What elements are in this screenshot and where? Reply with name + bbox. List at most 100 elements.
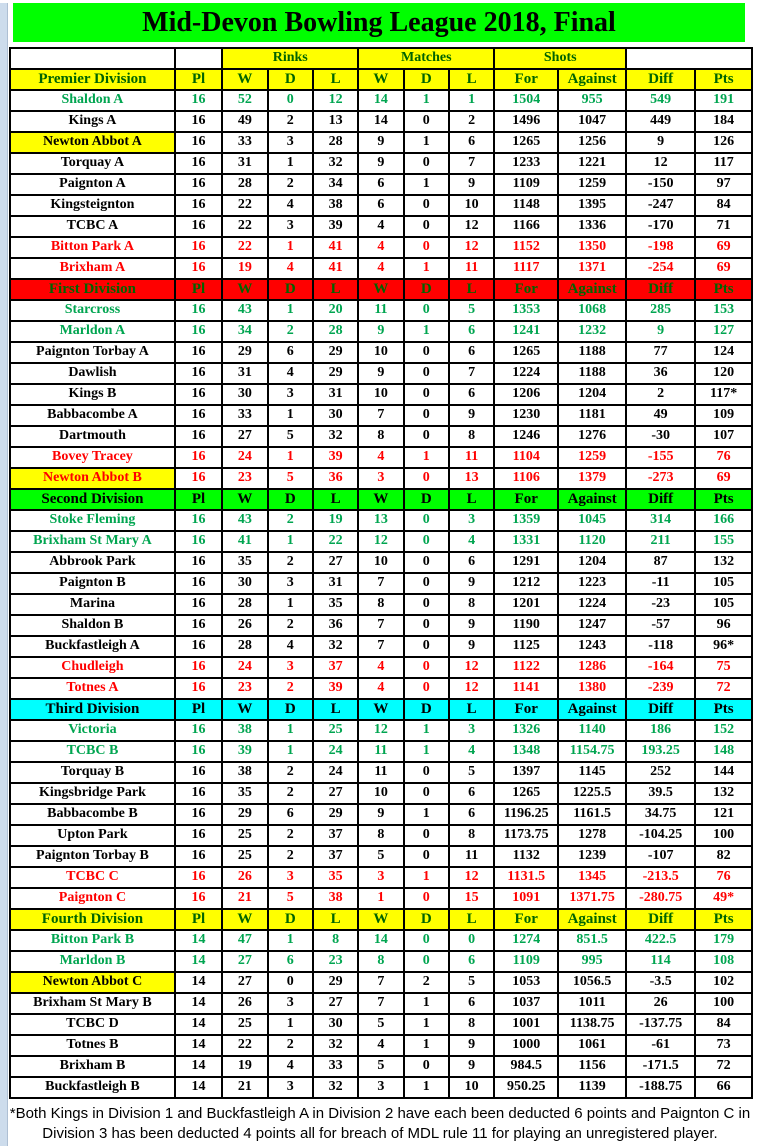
stat-cell: 2 — [266, 320, 314, 343]
team-row: Paignton C 16 21 5 38 1 0 15 1091 1371.75 -280.75 4… — [9, 887, 753, 910]
stat-cell: 39.5 — [625, 782, 697, 805]
team-row: Kingsbridge Park 16 35 2 27 10 0 6 1265 1225.5 39.… — [9, 782, 753, 805]
group-header-spacer — [173, 47, 224, 70]
stat-cell: 16 — [173, 845, 224, 868]
stat-cell: 16 — [173, 761, 224, 784]
stat-cell: 31 — [221, 362, 269, 385]
stat-cell: 16 — [173, 740, 224, 763]
column-header: Against — [557, 698, 628, 721]
column-header: Pts — [694, 488, 753, 511]
stat-cell: 8 — [357, 824, 405, 847]
team-row: Starcross 16 43 1 20 11 0 5 1353 1068 285 153 — [9, 299, 753, 322]
column-header: For — [493, 278, 560, 301]
stat-cell: 2 — [266, 551, 314, 574]
stat-cell: 1138.75 — [557, 1013, 628, 1036]
stat-cell: 14 — [357, 929, 405, 952]
stat-cell: 1 — [402, 131, 450, 154]
stat-cell: 12 — [357, 530, 405, 553]
stat-cell: 1 — [402, 740, 450, 763]
stat-cell: 1056.5 — [557, 971, 628, 994]
stat-cell: 16 — [173, 194, 224, 217]
stat-cell: 16 — [173, 320, 224, 343]
stat-cell: 1345 — [557, 866, 628, 889]
stat-cell: -273 — [625, 467, 697, 490]
stat-cell: 27 — [311, 782, 360, 805]
stat-cell: 1395 — [557, 194, 628, 217]
stat-cell: -104.25 — [625, 824, 697, 847]
group-header-row: Rinks Matches Shots — [9, 47, 753, 70]
stat-cell: 1047 — [557, 110, 628, 133]
stat-cell: 16 — [173, 677, 224, 700]
stat-cell: 0 — [266, 89, 314, 112]
stat-cell: 1053 — [493, 971, 560, 994]
column-header: Diff — [625, 908, 697, 931]
team-name-cell: Bitton Park A — [9, 236, 176, 259]
stat-cell: 14 — [173, 971, 224, 994]
stat-cell: 39 — [221, 740, 269, 763]
stat-cell: 16 — [173, 446, 224, 469]
stat-cell: 0 — [402, 383, 450, 406]
team-name-cell: Paignton Torbay A — [9, 341, 176, 364]
stat-cell: 66 — [694, 1076, 753, 1099]
stat-cell: 27 — [311, 992, 360, 1015]
stat-cell: -30 — [625, 425, 697, 448]
column-header: L — [311, 68, 360, 91]
stat-cell: 0 — [402, 887, 450, 910]
team-name-cell: Bitton Park B — [9, 929, 176, 952]
column-header: L — [447, 278, 496, 301]
stat-cell: 10 — [357, 341, 405, 364]
team-row: Brixham St Mary A 16 41 1 22 12 0 4 1331 1120 211 1… — [9, 530, 753, 553]
column-header: Pl — [173, 698, 224, 721]
team-name-cell: Dartmouth — [9, 425, 176, 448]
column-header: D — [266, 488, 314, 511]
stat-cell: 6 — [447, 950, 496, 973]
stat-cell: 100 — [694, 992, 753, 1015]
stat-cell: 28 — [311, 320, 360, 343]
stat-cell: 1 — [266, 236, 314, 259]
column-header: W — [221, 698, 269, 721]
stat-cell: 1397 — [493, 761, 560, 784]
stat-cell: 36 — [311, 614, 360, 637]
stat-cell: 1247 — [557, 614, 628, 637]
column-header: For — [493, 488, 560, 511]
stat-cell: 7 — [357, 572, 405, 595]
column-header: D — [402, 68, 450, 91]
stat-cell: 10 — [357, 782, 405, 805]
stat-cell: 30 — [311, 404, 360, 427]
stat-cell: 1353 — [493, 299, 560, 322]
column-header: W — [357, 488, 405, 511]
group-header-spacer — [625, 47, 753, 70]
team-row: Newton Abbot A 16 33 3 28 9 1 6 1265 1256 9 126 — [9, 131, 753, 154]
stat-cell: 4 — [357, 656, 405, 679]
stat-cell: 52 — [221, 89, 269, 112]
stat-cell: 449 — [625, 110, 697, 133]
stat-cell: -61 — [625, 1034, 697, 1057]
stat-cell: 97 — [694, 173, 753, 196]
stat-cell: 69 — [694, 467, 753, 490]
stat-cell: 84 — [694, 1013, 753, 1036]
stat-cell: -170 — [625, 215, 697, 238]
team-name-cell: Paignton Torbay B — [9, 845, 176, 868]
stat-cell: 995 — [557, 950, 628, 973]
stat-cell: 9 — [447, 614, 496, 637]
stat-cell: 1379 — [557, 467, 628, 490]
stat-cell: 0 — [447, 929, 496, 952]
team-name-cell: Torquay A — [9, 152, 176, 175]
stat-cell: 12 — [447, 677, 496, 700]
stat-cell: 107 — [694, 425, 753, 448]
stat-cell: 32 — [311, 635, 360, 658]
stat-cell: 26 — [221, 992, 269, 1015]
stat-cell: 9 — [357, 131, 405, 154]
stat-cell: 114 — [625, 950, 697, 973]
stat-cell: 1109 — [493, 950, 560, 973]
team-row: Buckfastleigh B 14 21 3 32 3 1 10 950.25 1139 -188… — [9, 1076, 753, 1099]
stat-cell: 1 — [402, 257, 450, 280]
stat-cell: 35 — [311, 593, 360, 616]
stat-cell: 4 — [357, 257, 405, 280]
stat-cell: 21 — [221, 1076, 269, 1099]
stat-cell: -137.75 — [625, 1013, 697, 1036]
team-name-cell: Shaldon A — [9, 89, 176, 112]
stat-cell: 5 — [357, 1013, 405, 1036]
team-row: Kingsteignton 16 22 4 38 6 0 10 1148 1395 -247 84 — [9, 194, 753, 217]
stat-cell: 1326 — [493, 719, 560, 742]
